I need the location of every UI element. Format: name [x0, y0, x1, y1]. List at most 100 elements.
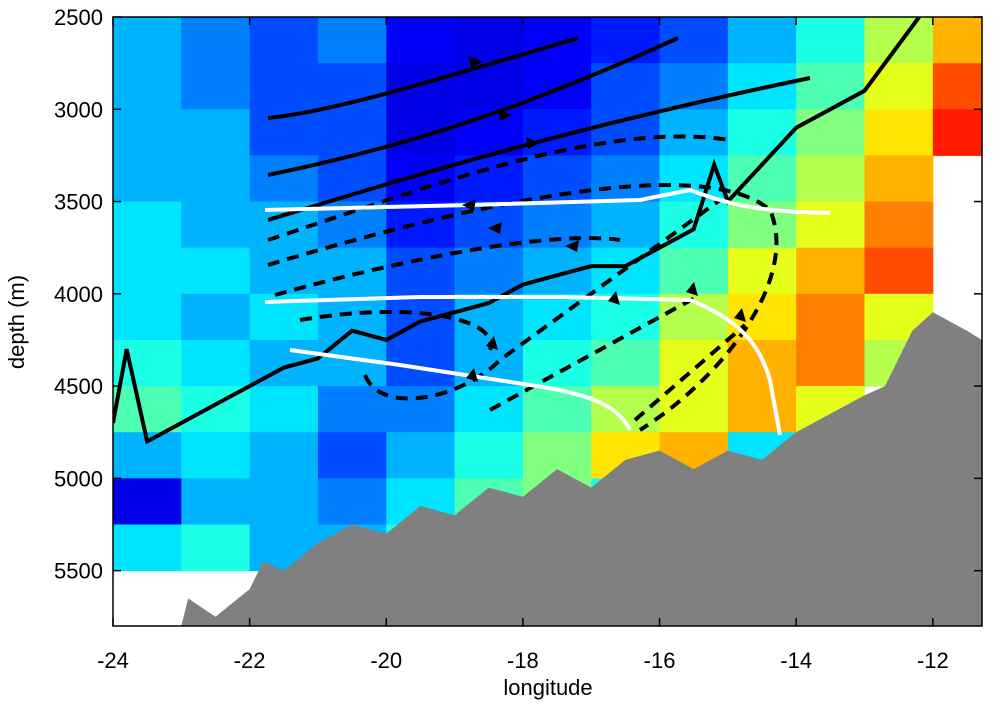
- heat-cell: [864, 17, 934, 64]
- streamline: [633, 323, 747, 422]
- heat-cell: [113, 293, 182, 341]
- heat-cell: [317, 17, 387, 64]
- heat-cell: [659, 109, 729, 156]
- x-tick-label: -22: [234, 648, 266, 673]
- heat-cell: [864, 201, 934, 249]
- heat-cell: [864, 247, 934, 295]
- heat-cell: [386, 17, 456, 64]
- heat-cell: [113, 386, 182, 433]
- arrow: [462, 199, 476, 211]
- heat-cell: [317, 478, 387, 525]
- heat-cell: [522, 386, 592, 433]
- heat-cell: [591, 17, 661, 64]
- heat-cell: [864, 63, 934, 110]
- heat-cell: [796, 201, 865, 249]
- plot-area: [113, 17, 982, 626]
- heat-cell: [113, 63, 182, 110]
- heat-cell: [249, 63, 319, 110]
- bathymetry: [181, 312, 982, 626]
- isoline: [289, 348, 632, 431]
- heat-cell: [522, 247, 592, 295]
- heat-cell: [317, 386, 387, 433]
- heat-cell: [522, 155, 592, 203]
- heat-cell: [181, 109, 251, 156]
- streamline: [363, 198, 722, 401]
- heat-cell: [796, 293, 865, 341]
- heat-cell: [249, 478, 319, 525]
- heat-cell: [386, 109, 456, 156]
- streamline: [267, 36, 679, 177]
- x-axis-label: longitude: [503, 675, 592, 700]
- heat-cell: [181, 478, 251, 525]
- x-tick-label: -12: [917, 648, 949, 673]
- y-tick-label: 5000: [54, 466, 103, 491]
- arrow: [486, 336, 498, 350]
- y-axis-label: depth (m): [4, 275, 29, 369]
- isoline: [264, 187, 831, 215]
- y-tick-label: 2500: [54, 5, 103, 30]
- streamline: [267, 183, 779, 432]
- arrow: [608, 291, 620, 305]
- heat-cell: [113, 201, 182, 249]
- heat-cell: [727, 247, 797, 295]
- y-tick-label: 4000: [54, 282, 103, 307]
- heat-cell: [386, 63, 456, 110]
- heat-cell: [454, 432, 524, 479]
- heat-cell: [181, 293, 251, 341]
- heat-cell: [727, 386, 797, 433]
- streamline: [299, 310, 493, 351]
- x-tick-label: -18: [507, 648, 539, 673]
- heat-cell: [796, 63, 865, 110]
- heat-cell: [522, 339, 592, 387]
- arrow: [686, 282, 698, 296]
- heat-cell: [386, 247, 456, 295]
- heat-cell: [181, 63, 251, 110]
- heat-cell: [454, 386, 524, 433]
- y-tick-label: 4500: [54, 374, 103, 399]
- heat-cell: [113, 478, 182, 525]
- heat-cell: [727, 109, 797, 156]
- heat-cell: [454, 247, 524, 295]
- arrow: [498, 109, 512, 121]
- isoline: [264, 295, 782, 436]
- y-tick-label: 5500: [54, 559, 103, 584]
- profile-line: [113, 17, 921, 445]
- heat-cell: [796, 155, 865, 203]
- heat-cell: [113, 109, 182, 156]
- heat-cell: [932, 17, 982, 64]
- streamline: [267, 134, 731, 242]
- heat-cell: [317, 432, 387, 479]
- heat-cell: [386, 432, 456, 479]
- arrow: [488, 222, 502, 234]
- heat-cell: [591, 155, 661, 203]
- heat-cell: [249, 386, 319, 433]
- heat-cell: [386, 201, 456, 249]
- heat-cell: [796, 247, 865, 295]
- heat-cell: [386, 155, 456, 203]
- heat-cell: [659, 386, 729, 433]
- heat-cell: [249, 155, 319, 203]
- heat-cell: [113, 155, 182, 203]
- axes-frame: [112, 16, 983, 627]
- heat-cell: [522, 17, 592, 64]
- arrow: [565, 240, 579, 252]
- heat-cell: [181, 524, 251, 572]
- heat-cell: [796, 339, 865, 387]
- heat-cell: [932, 63, 982, 110]
- heat-cell: [249, 432, 319, 479]
- arrow: [734, 308, 746, 322]
- arrow: [466, 368, 478, 382]
- heat-cell: [181, 17, 251, 64]
- heat-cell: [796, 17, 865, 64]
- x-tick-label: -24: [97, 648, 129, 673]
- heat-cell: [113, 247, 182, 295]
- x-tick-label: -20: [370, 648, 402, 673]
- heat-cell: [864, 109, 934, 156]
- heat-cell: [181, 155, 251, 203]
- arrow: [526, 137, 540, 149]
- heat-cell: [181, 247, 251, 295]
- heat-cell: [932, 109, 982, 156]
- heat-cell: [864, 155, 934, 203]
- heat-cell: [113, 524, 182, 572]
- heat-cell: [727, 17, 797, 64]
